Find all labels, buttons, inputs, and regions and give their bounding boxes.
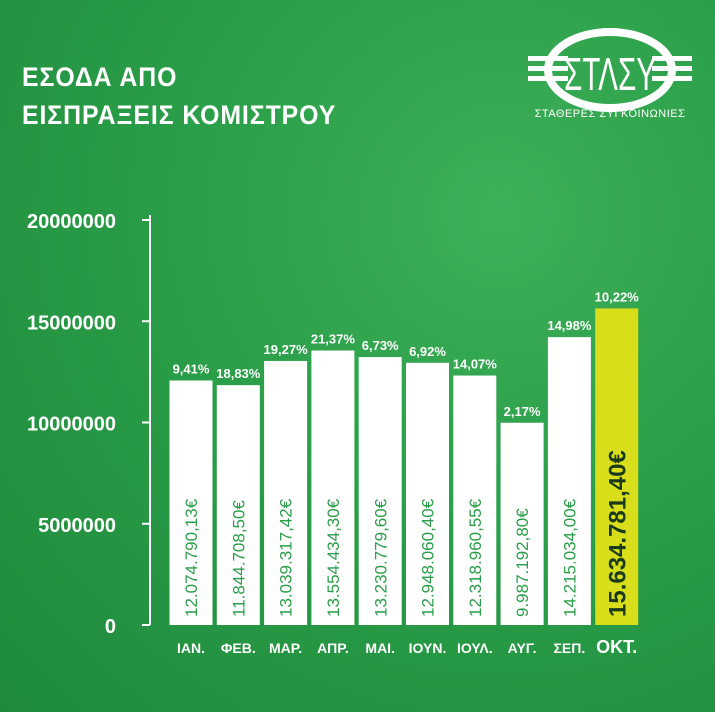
x-tick-label: ΣΕΠ. <box>554 640 586 656</box>
percent-label: 9,41% <box>173 361 210 376</box>
y-tick-label: 10000000 <box>27 414 116 436</box>
y-tick-label: 15000000 <box>27 312 116 334</box>
title-line-2: ΕΙΣΠΡΑΞΕΙΣ ΚΟΜΙΣΤΡΟΥ <box>22 100 337 130</box>
bar <box>595 308 639 625</box>
percent-label: 21,37% <box>311 332 356 347</box>
value-label: 13.230.779,60€ <box>371 498 390 617</box>
percent-label: 6,92% <box>409 344 446 359</box>
bar <box>547 337 591 625</box>
y-tick-label: 0 <box>105 616 116 638</box>
bar <box>358 357 402 625</box>
x-tick-label: ΜΑΙ. <box>365 640 395 656</box>
percent-label: 6,73% <box>362 338 399 353</box>
x-tick-label: ΜΑΡ. <box>269 640 302 656</box>
value-label: 11.844.708,50€ <box>229 500 248 617</box>
logo-mark: ΣΤΛΣΥ <box>564 48 656 100</box>
percent-label: 14,98% <box>547 318 592 333</box>
title-line-1: ΕΣΟΔΑ ΑΠΟ <box>22 62 178 92</box>
value-label: 9.987.192,80€ <box>513 508 532 617</box>
bar <box>216 385 260 625</box>
x-tick-label: ΟΚΤ. <box>596 637 637 657</box>
x-tick-label: ΑΠΡ. <box>317 640 349 656</box>
value-label: 12.074.790,13€ <box>182 498 201 617</box>
percent-label: 10,22% <box>595 289 640 304</box>
value-label: 12.948.060,40€ <box>419 498 438 617</box>
x-tick-label: ΑΥΓ. <box>508 640 537 656</box>
bar <box>453 375 497 625</box>
value-label: 14.215.034,00€ <box>561 498 580 617</box>
percent-label: 2,17% <box>504 404 541 419</box>
y-tick-label: 20000000 <box>27 211 116 233</box>
bar <box>500 422 544 625</box>
x-tick-label: ΦΕΒ. <box>221 640 256 656</box>
y-tick-label: 5000000 <box>38 515 116 537</box>
x-tick-label: ΙΑΝ. <box>177 640 205 656</box>
value-label: 13.039.317,42€ <box>277 498 296 617</box>
percent-label: 19,27% <box>264 342 309 357</box>
bar <box>311 350 355 625</box>
logo-subtitle: ΣΤΑΘΕΡΕΣ ΣΥΓΚΟΙΝΩΝΙΕΣ <box>534 108 686 120</box>
percent-label: 18,83% <box>216 366 261 381</box>
x-tick-label: ΙΟΥΝ. <box>409 640 447 656</box>
bar <box>406 362 449 625</box>
x-tick-label: ΙΟΥΛ. <box>457 640 493 656</box>
bar <box>169 380 213 625</box>
value-label: 12.318.960,55€ <box>466 498 485 617</box>
percent-label: 14,07% <box>453 357 498 372</box>
bar <box>264 360 308 625</box>
value-label: 13.554.434,30€ <box>324 498 343 617</box>
stasy-logo: ΣΤΛΣΥ <box>528 28 692 112</box>
page-title: ΕΣΟΔΑ ΑΠΟ ΕΙΣΠΡΑΞΕΙΣ ΚΟΜΙΣΤΡΟΥ <box>22 58 336 134</box>
value-label: 15.634.781,40€ <box>604 450 631 617</box>
